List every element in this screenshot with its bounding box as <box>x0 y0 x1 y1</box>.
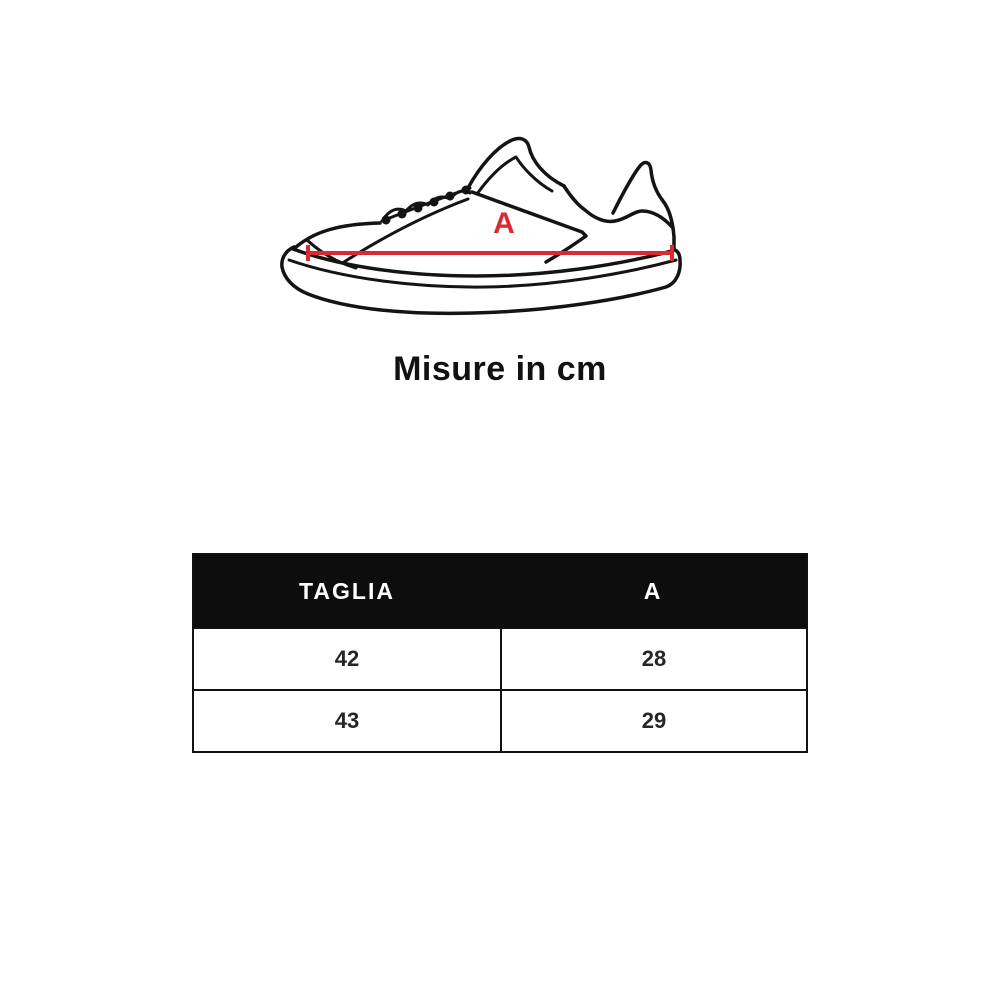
size-table-header-row: TAGLIA A <box>194 555 806 627</box>
sneaker-line-art: A <box>280 136 682 316</box>
shoe-upper <box>294 190 588 270</box>
table-cell-length: 28 <box>500 629 806 689</box>
measurement-label-a: A <box>493 207 515 240</box>
shoe-tongue <box>466 136 566 196</box>
table-cell-length: 29 <box>500 691 806 751</box>
table-row: 43 29 <box>194 689 806 751</box>
table-row: 42 28 <box>194 627 806 689</box>
shoe-laces <box>380 185 472 225</box>
table-cell-size: 43 <box>334 708 360 733</box>
size-table: TAGLIA A 42 28 43 29 <box>192 553 808 753</box>
size-table-header-a: A <box>643 577 663 604</box>
shoe-sole <box>280 245 682 316</box>
units-caption: Misure in cm <box>393 350 607 388</box>
shoe-heel-tab <box>562 160 676 252</box>
table-cell-size: 42 <box>334 646 360 671</box>
size-table-header-taglia: TAGLIA <box>299 577 395 604</box>
